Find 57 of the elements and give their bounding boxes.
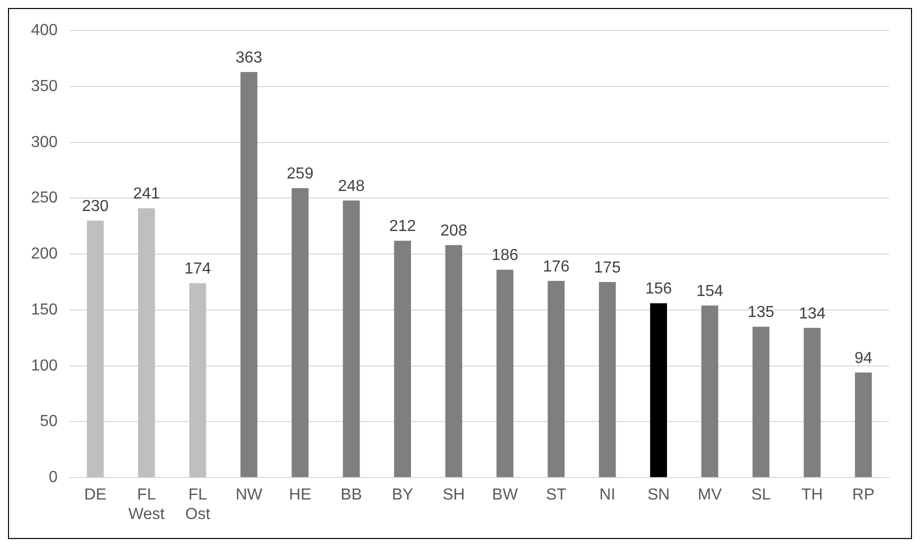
data-label: 135 <box>748 304 774 322</box>
data-label: 156 <box>645 280 672 298</box>
x-tick-label: SN <box>647 486 670 504</box>
y-tick-label: 200 <box>30 246 58 263</box>
y-tick-label: 250 <box>30 190 58 207</box>
y-tick-label: 300 <box>30 134 58 151</box>
bar <box>752 326 770 478</box>
x-tick-label: NI <box>599 486 616 504</box>
x-tick-label: ST <box>546 486 567 504</box>
bar <box>86 220 104 478</box>
data-label: 208 <box>440 222 468 240</box>
y-tick-label: 150 <box>30 301 58 318</box>
data-label: 248 <box>338 178 365 195</box>
y-tick-label: 350 <box>30 78 58 95</box>
bar <box>650 303 668 478</box>
data-label: 259 <box>286 166 314 183</box>
x-tick-label: DE <box>84 486 106 504</box>
y-tick-label: 0 <box>48 469 58 486</box>
bar <box>292 188 309 478</box>
x-tick-label: BW <box>492 486 519 504</box>
bar <box>804 328 821 478</box>
data-label: 363 <box>236 49 262 66</box>
x-tick-label: NW <box>236 486 264 504</box>
x-tick-label: FL West <box>128 486 166 523</box>
x-tick-label: SH <box>442 486 465 504</box>
bar <box>496 270 514 478</box>
bar <box>240 72 258 478</box>
x-tick-label: RP <box>852 486 875 504</box>
bar <box>189 283 206 478</box>
data-label: 230 <box>82 198 109 215</box>
data-label: 186 <box>492 247 518 264</box>
x-tick-label: BY <box>392 486 414 504</box>
bar <box>138 208 155 478</box>
bar <box>548 280 565 478</box>
x-tick-label: FL Ost <box>185 486 211 523</box>
bar <box>342 200 360 478</box>
data-label: 134 <box>798 305 826 322</box>
data-label: 175 <box>594 259 621 276</box>
x-tick-label: MV <box>698 486 722 504</box>
y-tick-label: 50 <box>40 413 58 430</box>
x-tick-label: HE <box>289 486 312 504</box>
x-tick-label: BB <box>340 486 362 504</box>
y-tick-label: 400 <box>30 22 58 40</box>
data-label: 212 <box>389 218 416 236</box>
bar <box>598 282 616 478</box>
data-label: 174 <box>184 260 212 278</box>
data-label: 176 <box>542 258 570 276</box>
y-tick-label: 100 <box>30 357 58 374</box>
bar <box>445 245 462 478</box>
data-label: 94 <box>854 350 872 367</box>
x-tick-label: TH <box>802 486 823 504</box>
data-label: 154 <box>696 282 724 300</box>
x-tick-label: SL <box>751 486 771 504</box>
bar <box>701 306 718 478</box>
bar <box>854 372 872 478</box>
bar <box>394 240 411 478</box>
data-label: 241 <box>133 186 160 203</box>
